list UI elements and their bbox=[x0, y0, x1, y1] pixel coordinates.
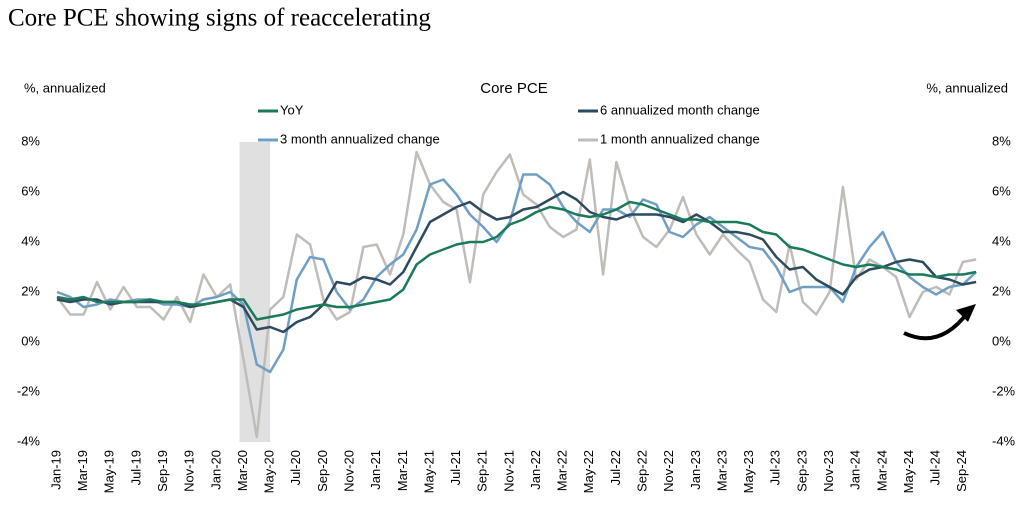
y2-tick-label: 2% bbox=[992, 283, 1011, 298]
x-tick-label: Jul-21 bbox=[448, 450, 463, 485]
x-tick-label: Nov-22 bbox=[661, 450, 676, 492]
x-tick-label: Jan-23 bbox=[688, 450, 703, 490]
x-tick-label: Jan-21 bbox=[368, 450, 383, 490]
x-tick-label: May-20 bbox=[262, 450, 277, 493]
legend-label: 6 annualized month change bbox=[600, 102, 760, 117]
x-tick-label: Jul-23 bbox=[768, 450, 783, 485]
shaded-period bbox=[239, 142, 271, 442]
x-tick-label: Sep-20 bbox=[315, 450, 330, 492]
arrow-head bbox=[956, 304, 976, 322]
x-tick-label: Sep-19 bbox=[155, 450, 170, 492]
x-tick-label: Jan-19 bbox=[48, 450, 63, 490]
page-title: Core PCE showing signs of reaccelerating bbox=[8, 5, 431, 32]
legend-label: YoY bbox=[280, 102, 304, 117]
y-tick-label: 6% bbox=[21, 183, 40, 198]
y2-tick-label: -4% bbox=[992, 433, 1016, 448]
x-tick-label: Mar-22 bbox=[555, 450, 570, 491]
chart-title: Core PCE bbox=[480, 80, 548, 97]
legend-label: 1 month annualized change bbox=[600, 131, 760, 146]
x-tick-label: Jan-20 bbox=[208, 450, 223, 490]
y-axis-label: %, annualized bbox=[24, 80, 106, 95]
x-tick-label: Nov-23 bbox=[821, 450, 836, 492]
y2-tick-label: 0% bbox=[992, 333, 1011, 348]
y2-tick-label: -2% bbox=[992, 383, 1016, 398]
x-tick-label: May-19 bbox=[102, 450, 117, 493]
y2-axis-label: %, annualized bbox=[926, 80, 1008, 95]
series-line bbox=[56, 173, 977, 374]
x-tick-label: Jul-22 bbox=[608, 450, 623, 485]
x-tick-label: Nov-19 bbox=[182, 450, 197, 492]
y-tick-label: 2% bbox=[21, 283, 40, 298]
x-tick-label: Sep-24 bbox=[954, 450, 969, 492]
y-tick-label: 8% bbox=[21, 133, 40, 148]
x-tick-label: May-24 bbox=[901, 450, 916, 493]
x-tick-label: Jul-20 bbox=[288, 450, 303, 485]
x-tick-label: Sep-23 bbox=[794, 450, 809, 492]
x-tick-label: May-22 bbox=[581, 450, 596, 493]
x-tick-label: Mar-21 bbox=[395, 450, 410, 491]
y-tick-label: 0% bbox=[21, 333, 40, 348]
x-tick-label: Mar-19 bbox=[75, 450, 90, 491]
annotation-arrow bbox=[903, 310, 970, 341]
x-tick-label: May-23 bbox=[741, 450, 756, 493]
x-tick-label: Sep-22 bbox=[635, 450, 650, 492]
x-tick-label: Nov-20 bbox=[341, 450, 356, 492]
x-tick-label: Jul-24 bbox=[928, 450, 943, 485]
y-tick-label: 4% bbox=[21, 233, 40, 248]
y2-tick-label: 8% bbox=[992, 133, 1011, 148]
y-tick-label: -2% bbox=[17, 383, 41, 398]
legend-label: 3 month annualized change bbox=[280, 131, 440, 146]
y2-tick-label: 6% bbox=[992, 183, 1011, 198]
x-tick-label: Sep-21 bbox=[475, 450, 490, 492]
shade-group bbox=[239, 142, 271, 442]
x-tick-label: Jul-19 bbox=[128, 450, 143, 485]
x-tick-label: Mar-20 bbox=[235, 450, 250, 491]
x-tick-label: Jan-24 bbox=[848, 450, 863, 490]
y2-tick-label: 4% bbox=[992, 233, 1011, 248]
x-tick-label: Mar-23 bbox=[714, 450, 729, 491]
x-tick-label: Mar-24 bbox=[874, 450, 889, 491]
series-line bbox=[56, 200, 977, 321]
x-tick-label: Jan-22 bbox=[528, 450, 543, 490]
series-line bbox=[56, 150, 977, 439]
y-tick-label: -4% bbox=[17, 433, 41, 448]
x-tick-label: Nov-21 bbox=[501, 450, 516, 492]
x-tick-label: May-21 bbox=[421, 450, 436, 493]
